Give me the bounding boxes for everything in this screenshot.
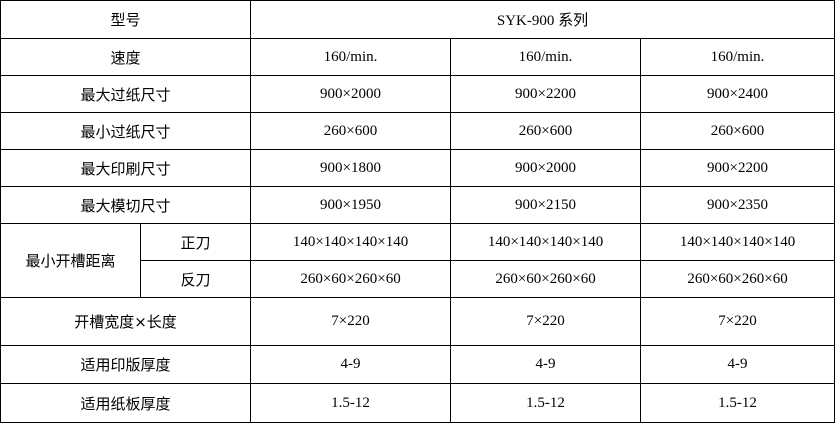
table-row: 速度 160/min. 160/min. 160/min. (0, 38, 835, 76)
value-cell: 260×600 (450, 112, 642, 150)
value-cell: 7×220 (640, 297, 835, 346)
row-label: 最大印刷尺寸 (0, 149, 252, 187)
row-label: 最小开槽距离 (0, 223, 141, 298)
value-cell: 1.5-12 (250, 383, 452, 423)
value-cell: 260×600 (640, 112, 835, 150)
value-cell: 260×60×260×60 (450, 260, 642, 298)
row-label: 型号 (0, 0, 252, 39)
table-row: 最大过纸尺寸 900×2000 900×2200 900×2400 (0, 75, 835, 113)
row-label: 适用印版厚度 (0, 345, 252, 384)
table-row: 适用纸板厚度 1.5-12 1.5-12 1.5-12 (0, 383, 835, 423)
value-cell: 140×140×140×140 (250, 223, 452, 261)
value-cell: 900×2350 (640, 186, 835, 224)
sub-label: 正刀 (139, 223, 252, 261)
table-row: 最小开槽距离 正刀 140×140×140×140 140×140×140×140 14… (0, 223, 835, 298)
value-cell: 900×2150 (450, 186, 642, 224)
value-cell: 900×2200 (640, 149, 835, 187)
table-row: 最大印刷尺寸 900×1800 900×2000 900×2200 (0, 149, 835, 187)
value-cell: 1.5-12 (450, 383, 642, 423)
value-cell: 7×220 (250, 297, 452, 346)
value-cell: 900×1800 (250, 149, 452, 187)
table-row: 型号 SYK-900 系列 (0, 0, 835, 39)
row-label: 适用纸板厚度 (0, 383, 252, 423)
value-cell: 260×600 (250, 112, 452, 150)
value-cell: 160/min. (450, 38, 642, 76)
table-row: 适用印版厚度 4-9 4-9 4-9 (0, 345, 835, 384)
value-cell: 1.5-12 (640, 383, 835, 423)
table-row: 最大模切尺寸 900×1950 900×2150 900×2350 (0, 186, 835, 224)
value-cell: 260×60×260×60 (250, 260, 452, 298)
value-cell: 4-9 (450, 345, 642, 384)
row-label: 速度 (0, 38, 252, 76)
value-cell: 160/min. (640, 38, 835, 76)
value-cell: 4-9 (640, 345, 835, 384)
row-label: 最大过纸尺寸 (0, 75, 252, 113)
row-label: 最大模切尺寸 (0, 186, 252, 224)
value-cell: 900×2000 (450, 149, 642, 187)
table-row: 反刀 260×60×260×60 260×60×260×60 260×60×260×6… (1, 260, 835, 298)
value-cell: 140×140×140×140 (640, 223, 835, 261)
value-cell: 140×140×140×140 (450, 223, 642, 261)
value-cell: 260×60×260×60 (640, 260, 835, 298)
row-label: 开槽宽度×长度 (0, 297, 252, 346)
value-cell: 160/min. (250, 38, 452, 76)
value-cell: 900×2200 (450, 75, 642, 113)
value-cell: 900×1950 (250, 186, 452, 224)
sub-label: 反刀 (139, 260, 252, 298)
value-cell: 4-9 (250, 345, 452, 384)
value-cell: 900×2400 (640, 75, 835, 113)
value-cell: 900×2000 (250, 75, 452, 113)
row-label: 最小过纸尺寸 (0, 112, 252, 150)
value-cell: 7×220 (450, 297, 642, 346)
table-row: 最小过纸尺寸 260×600 260×600 260×600 (0, 112, 835, 150)
table-row: 开槽宽度×长度 7×220 7×220 7×220 (0, 297, 835, 346)
series-header: SYK-900 系列 (250, 0, 835, 39)
